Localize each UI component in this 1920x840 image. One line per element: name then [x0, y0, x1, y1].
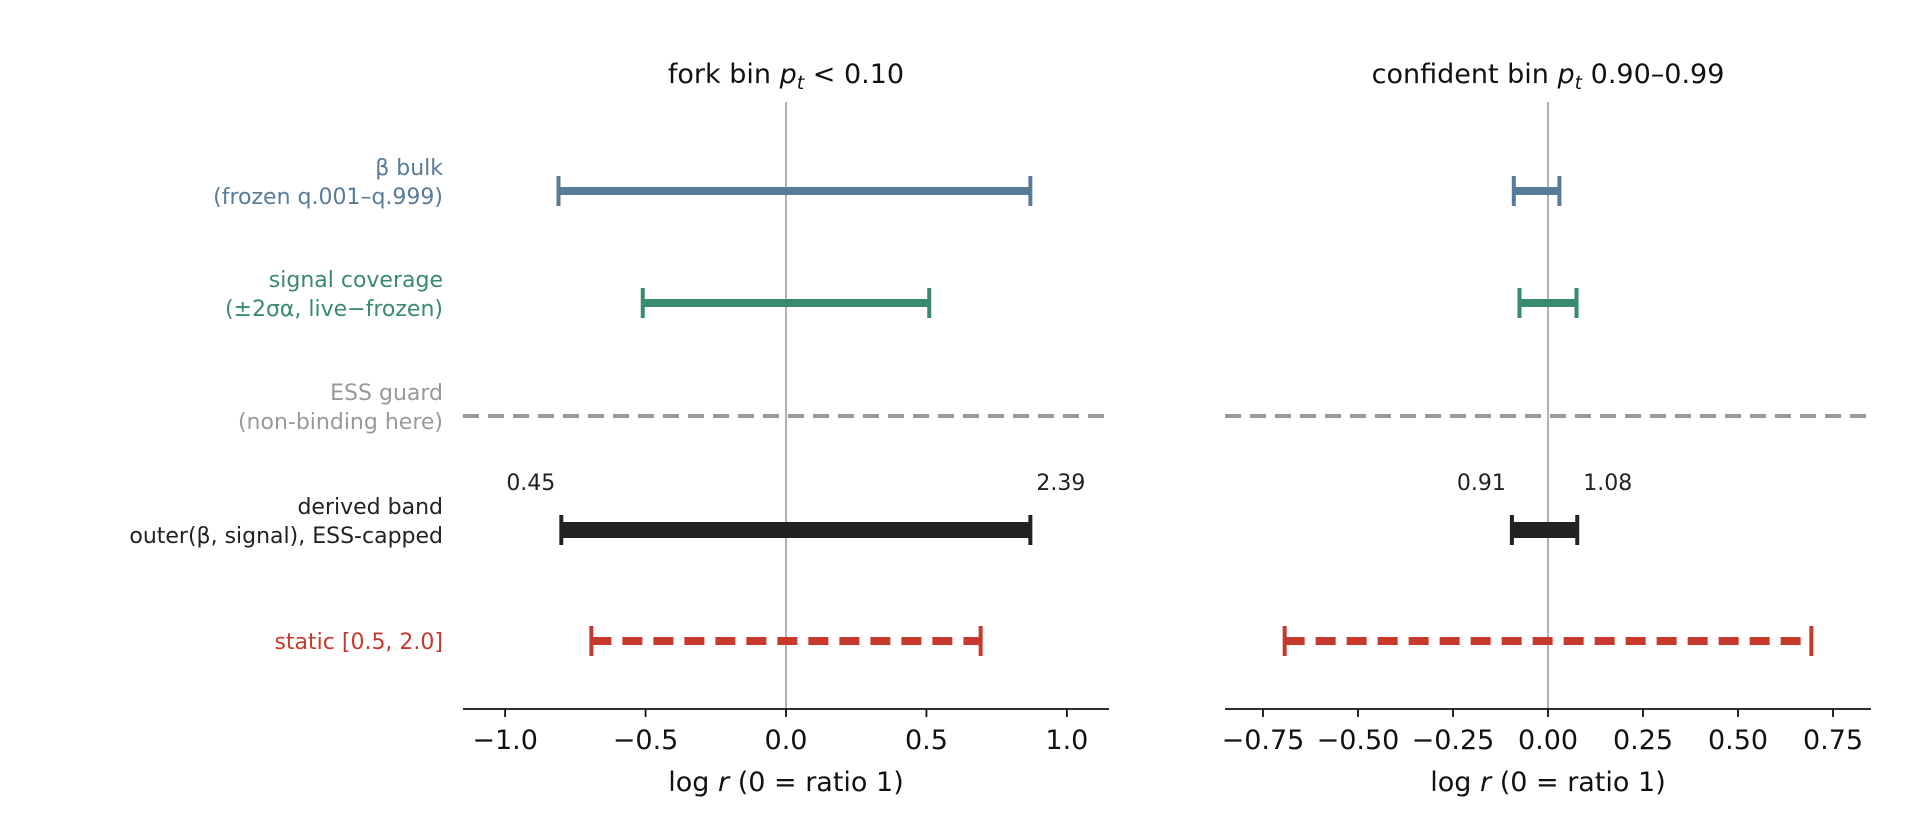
derived-label-low-1: 0.91 [1457, 471, 1506, 496]
panel-title-0: fork bin pt < 0.10 [668, 59, 904, 94]
x-tick-label-1-4: 0.25 [1613, 725, 1673, 756]
panel-title-1: confident bin pt 0.90–0.99 [1372, 59, 1725, 94]
x-tick-label-0-1: −0.5 [613, 725, 679, 756]
row-label-beta-line1: β bulk [375, 156, 443, 181]
x-axis-label-0: log r (0 = ratio 1) [668, 767, 904, 798]
row-label-ess-line2: (non-binding here) [238, 410, 443, 435]
row-label-derived-line1: derived band [297, 495, 443, 520]
x-tick-label-1-2: −0.25 [1412, 725, 1495, 756]
x-tick-label-0-2: 0.0 [765, 725, 808, 756]
derived-label-high-0: 2.39 [1036, 471, 1085, 496]
x-tick-label-0-0: −1.0 [472, 725, 538, 756]
row-label-derived-line2: outer(β, signal), ESS-capped [129, 524, 443, 549]
row-label-signal-line1: signal coverage [269, 268, 443, 293]
x-axis-label-1: log r (0 = ratio 1) [1430, 767, 1666, 798]
x-tick-label-0-3: 0.5 [905, 725, 948, 756]
row-label-ess-line1: ESS guard [330, 381, 443, 406]
x-tick-label-1-0: −0.75 [1222, 725, 1305, 756]
derived-label-high-1: 1.08 [1583, 471, 1632, 496]
x-tick-label-1-1: −0.50 [1317, 725, 1400, 756]
row-label-static: static [0.5, 2.0] [274, 630, 443, 655]
x-tick-label-1-3: 0.00 [1518, 725, 1578, 756]
row-label-signal-line2: (±2σα, live−frozen) [225, 297, 443, 322]
row-label-beta-line2: (frozen q.001–q.999) [213, 185, 443, 210]
x-tick-label-0-4: 1.0 [1045, 725, 1088, 756]
derived-label-low-0: 0.45 [506, 471, 555, 496]
x-tick-label-1-5: 0.50 [1708, 725, 1768, 756]
x-tick-label-1-6: 0.75 [1803, 725, 1863, 756]
